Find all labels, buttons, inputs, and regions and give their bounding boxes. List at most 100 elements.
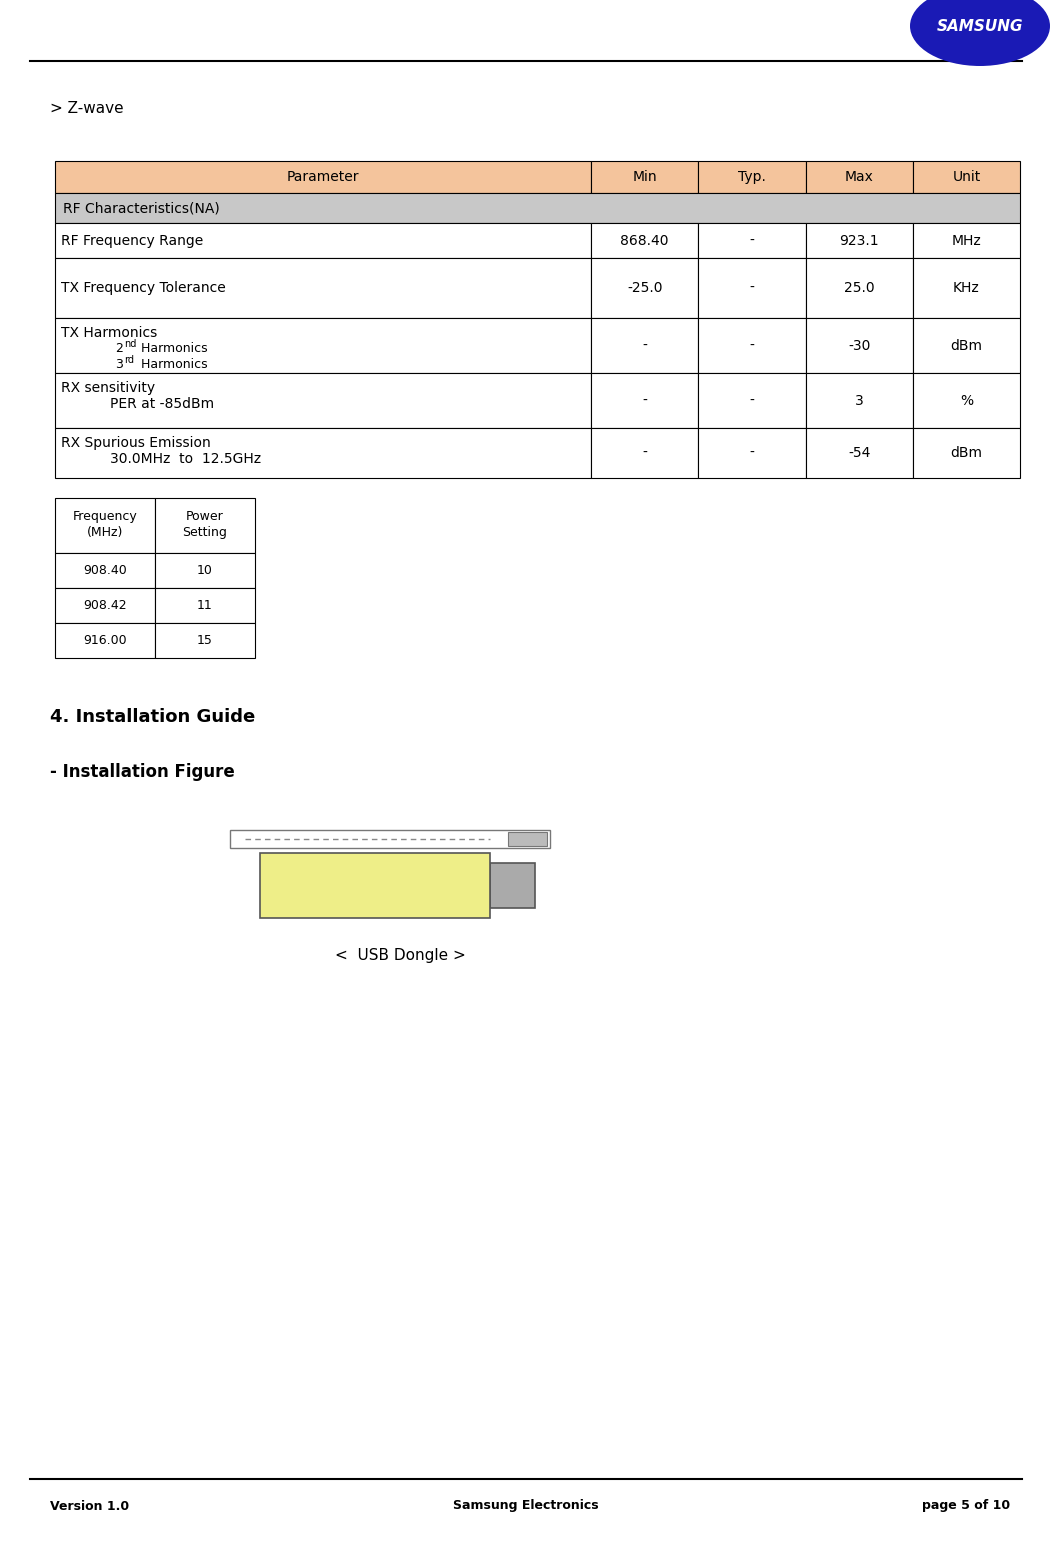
Text: 25.0: 25.0 [844, 281, 874, 295]
Bar [806, 372, 913, 428]
Bar [230, 830, 550, 848]
Bar [699, 372, 806, 428]
Text: MHz: MHz [951, 234, 982, 248]
Bar [806, 257, 913, 318]
Bar [699, 428, 806, 478]
Text: -: - [749, 394, 754, 408]
Bar [260, 853, 490, 918]
Bar [55, 428, 591, 478]
Text: Min: Min [632, 171, 658, 185]
Text: KHz: KHz [953, 281, 979, 295]
Text: -: - [643, 394, 647, 408]
Text: -: - [749, 281, 754, 295]
Text: -: - [749, 447, 754, 461]
Text: 3: 3 [855, 394, 864, 408]
Text: 2: 2 [115, 343, 123, 355]
Bar [591, 318, 699, 372]
Bar [55, 223, 591, 257]
Text: Typ.: Typ. [739, 171, 766, 185]
Bar [55, 372, 591, 428]
Text: RX sensitivity: RX sensitivity [61, 382, 155, 396]
Bar [806, 428, 913, 478]
Text: <  USB Dongle >: < USB Dongle > [335, 948, 465, 963]
Bar [591, 223, 699, 257]
Text: PER at -85dBm: PER at -85dBm [110, 397, 215, 411]
Bar [591, 161, 699, 192]
Text: dBm: dBm [950, 447, 983, 461]
Text: Harmonics: Harmonics [137, 358, 207, 371]
Bar [699, 318, 806, 372]
Bar [699, 257, 806, 318]
Text: -: - [749, 338, 754, 352]
Text: page 5 of 10: page 5 of 10 [922, 1500, 1010, 1512]
Text: nd: nd [124, 340, 137, 349]
Bar [913, 161, 1020, 192]
Text: 908.42: 908.42 [83, 599, 127, 613]
Bar [508, 831, 547, 845]
Bar [155, 624, 255, 658]
Bar [155, 498, 255, 554]
Ellipse shape [910, 0, 1050, 67]
Bar [55, 554, 155, 588]
Text: -: - [643, 338, 647, 352]
Text: 923.1: 923.1 [839, 234, 879, 248]
Text: 868.40: 868.40 [621, 234, 669, 248]
Bar [913, 318, 1020, 372]
Bar [699, 161, 806, 192]
Bar [806, 161, 913, 192]
Bar [55, 161, 591, 192]
Bar [55, 318, 591, 372]
Text: RF Characteristics(NA): RF Characteristics(NA) [63, 202, 220, 216]
Text: 4. Installation Guide: 4. Installation Guide [50, 707, 256, 726]
Bar [913, 257, 1020, 318]
Bar [55, 498, 155, 554]
Bar [155, 588, 255, 624]
Bar [699, 223, 806, 257]
Text: Parameter: Parameter [287, 171, 360, 185]
Bar [591, 428, 699, 478]
Text: > Z-wave: > Z-wave [50, 101, 124, 116]
Text: rd: rd [124, 355, 134, 364]
Text: 30.0MHz  to  12.5GHz: 30.0MHz to 12.5GHz [110, 451, 261, 465]
Text: 916.00: 916.00 [83, 634, 127, 647]
Text: TX Harmonics: TX Harmonics [61, 326, 157, 340]
Bar [913, 372, 1020, 428]
Text: Unit: Unit [952, 171, 980, 185]
Text: Version 1.0: Version 1.0 [50, 1500, 129, 1512]
Bar [913, 428, 1020, 478]
Text: -25.0: -25.0 [627, 281, 663, 295]
Text: Samsung Electronics: Samsung Electronics [453, 1500, 599, 1512]
Bar [806, 318, 913, 372]
Text: 10: 10 [197, 565, 213, 577]
Text: 11: 11 [197, 599, 213, 613]
Text: 3: 3 [115, 358, 123, 371]
Text: dBm: dBm [950, 338, 983, 352]
Text: 15: 15 [197, 634, 213, 647]
Text: - Installation Figure: - Installation Figure [50, 763, 235, 782]
Text: Max: Max [845, 171, 873, 185]
Text: SAMSUNG: SAMSUNG [936, 19, 1024, 34]
Bar [490, 862, 535, 907]
Text: -: - [749, 234, 754, 248]
Text: TX Frequency Tolerance: TX Frequency Tolerance [61, 281, 226, 295]
Text: (MHz): (MHz) [87, 526, 123, 540]
Bar [55, 192, 1020, 223]
Text: Harmonics: Harmonics [137, 343, 207, 355]
Text: Setting: Setting [183, 526, 227, 540]
Text: RF Frequency Range: RF Frequency Range [61, 234, 203, 248]
Bar [591, 372, 699, 428]
Text: -54: -54 [848, 447, 870, 461]
Bar [55, 588, 155, 624]
Bar [55, 624, 155, 658]
Bar [913, 223, 1020, 257]
Bar [591, 257, 699, 318]
Text: 908.40: 908.40 [83, 565, 127, 577]
Text: -30: -30 [848, 338, 870, 352]
Text: Frequency: Frequency [73, 510, 138, 523]
Bar [55, 257, 591, 318]
Text: RX Spurious Emission: RX Spurious Emission [61, 436, 210, 450]
Text: -: - [643, 447, 647, 461]
Bar [155, 554, 255, 588]
Text: Power: Power [186, 510, 224, 523]
Bar [806, 223, 913, 257]
